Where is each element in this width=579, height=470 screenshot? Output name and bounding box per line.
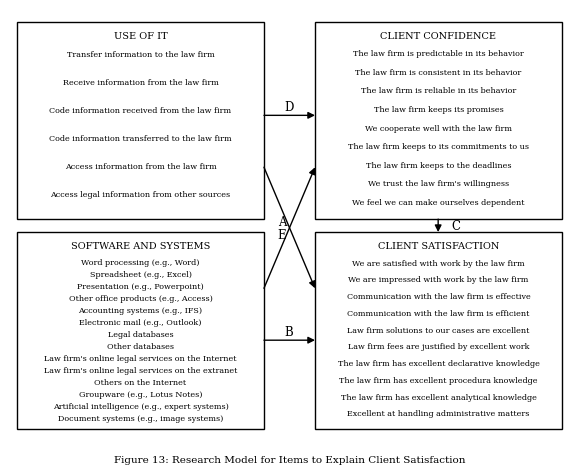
Text: We cooperate well with the law firm: We cooperate well with the law firm	[365, 125, 512, 133]
Text: The law firm has excellent declarative knowledge: The law firm has excellent declarative k…	[338, 360, 540, 368]
Text: D: D	[284, 102, 294, 115]
Text: Law firm's online legal services on the extranet: Law firm's online legal services on the …	[44, 367, 237, 375]
Text: A: A	[278, 216, 287, 228]
Text: CLIENT SATISFACTION: CLIENT SATISFACTION	[378, 242, 499, 251]
Text: Law firm's online legal services on the Internet: Law firm's online legal services on the …	[45, 355, 237, 363]
Text: Law firm fees are justified by excellent work: Law firm fees are justified by excellent…	[348, 344, 529, 352]
Text: Access legal information from other sources: Access legal information from other sour…	[50, 190, 230, 198]
Text: The law firm keeps to its commitments to us: The law firm keeps to its commitments to…	[348, 143, 529, 151]
Text: C: C	[451, 219, 460, 233]
Text: The law firm has excellent analytical knowledge: The law firm has excellent analytical kn…	[340, 393, 536, 401]
Text: Code information transferred to the law firm: Code information transferred to the law …	[49, 135, 232, 143]
Text: Receive information from the law firm: Receive information from the law firm	[63, 79, 218, 87]
Text: We feel we can make ourselves dependent: We feel we can make ourselves dependent	[352, 199, 525, 207]
Text: We are impressed with work by the law firm: We are impressed with work by the law fi…	[348, 276, 529, 284]
Text: Communication with the law firm is efficient: Communication with the law firm is effic…	[347, 310, 530, 318]
Text: Transfer information to the law firm: Transfer information to the law firm	[67, 51, 214, 59]
Text: Code information received from the law firm: Code information received from the law f…	[49, 107, 232, 115]
Text: SOFTWARE AND SYSTEMS: SOFTWARE AND SYSTEMS	[71, 242, 210, 251]
Text: We are satisfied with work by the law firm: We are satisfied with work by the law fi…	[352, 260, 525, 268]
Text: CLIENT CONFIDENCE: CLIENT CONFIDENCE	[380, 32, 496, 41]
Text: Presentation (e.g., Powerpoint): Presentation (e.g., Powerpoint)	[77, 283, 204, 291]
Text: The law firm keeps to the deadlines: The law firm keeps to the deadlines	[366, 162, 511, 170]
Text: The law firm keeps its promises: The law firm keeps its promises	[373, 106, 503, 114]
Text: Excellent at handling administrative matters: Excellent at handling administrative mat…	[347, 410, 530, 418]
Text: Law firm solutions to our cases are excellent: Law firm solutions to our cases are exce…	[347, 327, 530, 335]
Text: The law firm has excellent procedura knowledge: The law firm has excellent procedura kno…	[339, 377, 538, 385]
Text: Electronic mail (e.g., Outlook): Electronic mail (e.g., Outlook)	[79, 319, 202, 327]
Text: The law firm is predictable in its behavior: The law firm is predictable in its behav…	[353, 50, 524, 58]
Text: Figure 13: Research Model for Items to Explain Client Satisfaction: Figure 13: Research Model for Items to E…	[113, 456, 466, 465]
FancyBboxPatch shape	[17, 232, 264, 429]
FancyBboxPatch shape	[315, 232, 562, 429]
Text: Word processing (e.g., Word): Word processing (e.g., Word)	[81, 259, 200, 267]
Text: We trust the law firm's willingness: We trust the law firm's willingness	[368, 180, 509, 188]
Text: Other databases: Other databases	[107, 343, 174, 351]
Text: Legal databases: Legal databases	[108, 331, 173, 339]
Text: Artificial intelligence (e.g., expert systems): Artificial intelligence (e.g., expert sy…	[53, 403, 229, 411]
Text: E: E	[278, 228, 287, 242]
Text: Document systems (e.g., image systems): Document systems (e.g., image systems)	[58, 415, 223, 423]
FancyBboxPatch shape	[315, 23, 562, 219]
Text: B: B	[284, 326, 294, 339]
Text: Access information from the law firm: Access information from the law firm	[65, 163, 217, 171]
Text: Other office products (e.g., Access): Other office products (e.g., Access)	[69, 295, 212, 303]
Text: Communication with the law firm is effective: Communication with the law firm is effec…	[347, 293, 530, 301]
Text: Others on the Internet: Others on the Internet	[94, 379, 186, 387]
Text: The law firm is consistent in its behavior: The law firm is consistent in its behavi…	[356, 69, 522, 77]
FancyBboxPatch shape	[17, 23, 264, 219]
Text: Accounting systems (e.g., IFS): Accounting systems (e.g., IFS)	[79, 307, 203, 315]
Text: Groupware (e.g., Lotus Notes): Groupware (e.g., Lotus Notes)	[79, 391, 202, 399]
Text: The law firm is reliable in its behavior: The law firm is reliable in its behavior	[361, 87, 516, 95]
Text: USE OF IT: USE OF IT	[113, 32, 167, 41]
Text: Spreadsheet (e.g., Excel): Spreadsheet (e.g., Excel)	[90, 271, 192, 279]
